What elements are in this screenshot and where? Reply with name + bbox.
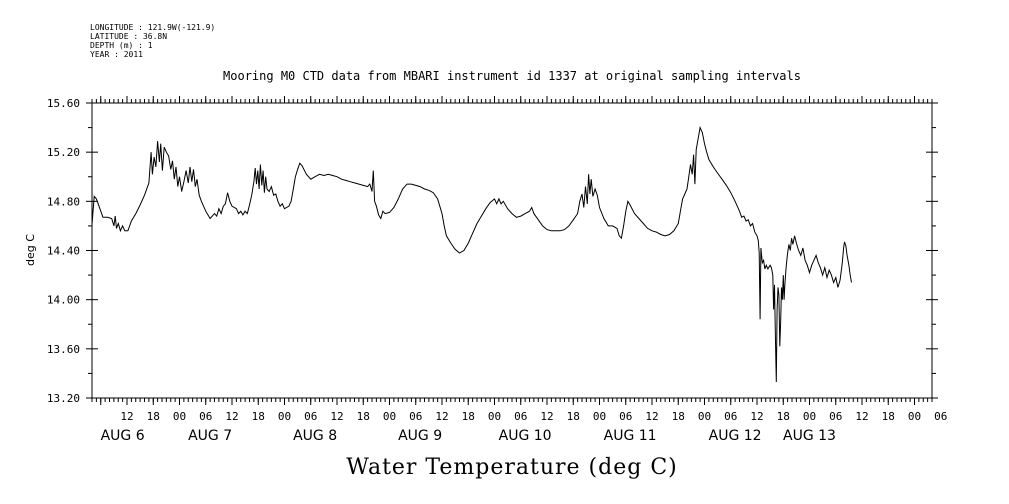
y-tick-label: 14.00 — [47, 294, 80, 307]
x-tick-label: 18 — [672, 410, 685, 423]
x-tick-label: 00 — [488, 410, 501, 423]
x-tick-label: 00 — [803, 410, 816, 423]
x-tick-label: 06 — [829, 410, 842, 423]
metadata-block: LONGITUDE : 121.9W(-121.9) LATITUDE : 36… — [90, 23, 215, 59]
x-tick-label: 06 — [619, 410, 632, 423]
x-tick-label: 12 — [225, 410, 238, 423]
x-tick-label: 06 — [409, 410, 422, 423]
x-day-label: AUG 8 — [293, 428, 337, 444]
y-tick-label: 15.60 — [47, 97, 80, 110]
x-tick-label: 00 — [908, 410, 921, 423]
x-tick-label: 06 — [199, 410, 212, 423]
x-day-label: AUG 9 — [398, 428, 442, 444]
x-tick-label: 12 — [540, 410, 553, 423]
x-tick-label: 18 — [147, 410, 160, 423]
y-tick-label: 13.20 — [47, 392, 80, 405]
latitude-text: LATITUDE : 36.8N — [90, 32, 167, 41]
x-tick-label: 12 — [120, 410, 133, 423]
x-tick-label: 18 — [252, 410, 265, 423]
x-day-label: AUG 13 — [783, 428, 836, 444]
x-tick-label: 18 — [357, 410, 370, 423]
y-axis-label: deg C — [24, 234, 37, 266]
axes: 13.20 13.60 14.00 14.40 14.80 15.20 15.60 12 18 0… — [47, 96, 947, 444]
x-tick-label: 06 — [514, 410, 527, 423]
x-tick-label: 06 — [304, 410, 317, 423]
x-tick-label: 00 — [593, 410, 606, 423]
x-day-label: AUG 6 — [101, 428, 145, 444]
x-tick-label: 06 — [724, 410, 737, 423]
x-tick-label: 06 — [934, 410, 947, 423]
depth-text: DEPTH (m) : 1 — [90, 41, 153, 50]
series-line — [91, 125, 852, 383]
x-tick-label: 00 — [173, 410, 186, 423]
x-tick-label: 18 — [462, 410, 475, 423]
x-tick-label: 18 — [567, 410, 580, 423]
x-tick-label: 12 — [855, 410, 868, 423]
x-tick-label: 12 — [435, 410, 448, 423]
x-tick-label: 12 — [750, 410, 763, 423]
x-tick-label: 12 — [645, 410, 658, 423]
y-tick-label: 14.80 — [47, 195, 80, 208]
x-axis-label: Water Temperature (deg C) — [346, 455, 678, 480]
x-tick-label: 00 — [698, 410, 711, 423]
x-day-label: AUG 7 — [188, 428, 232, 444]
longitude-text: LONGITUDE : 121.9W(-121.9) — [90, 23, 215, 32]
x-tick-label: 12 — [330, 410, 343, 423]
x-tick-label: 00 — [383, 410, 396, 423]
x-tick-label: 18 — [777, 410, 790, 423]
plot-frame — [91, 102, 933, 399]
year-text: YEAR : 2011 — [90, 50, 143, 59]
x-day-label: AUG 10 — [499, 428, 552, 444]
y-tick-label: 13.60 — [47, 343, 80, 356]
chart-title: Mooring M0 CTD data from MBARI instrumen… — [223, 69, 801, 83]
x-day-label: AUG 12 — [709, 428, 762, 444]
x-tick-label: 18 — [882, 410, 895, 423]
x-tick-label: 00 — [278, 410, 291, 423]
x-day-label: AUG 11 — [604, 428, 657, 444]
y-tick-label: 15.20 — [47, 146, 80, 159]
y-tick-label: 14.40 — [47, 245, 80, 258]
series-group — [91, 125, 852, 383]
